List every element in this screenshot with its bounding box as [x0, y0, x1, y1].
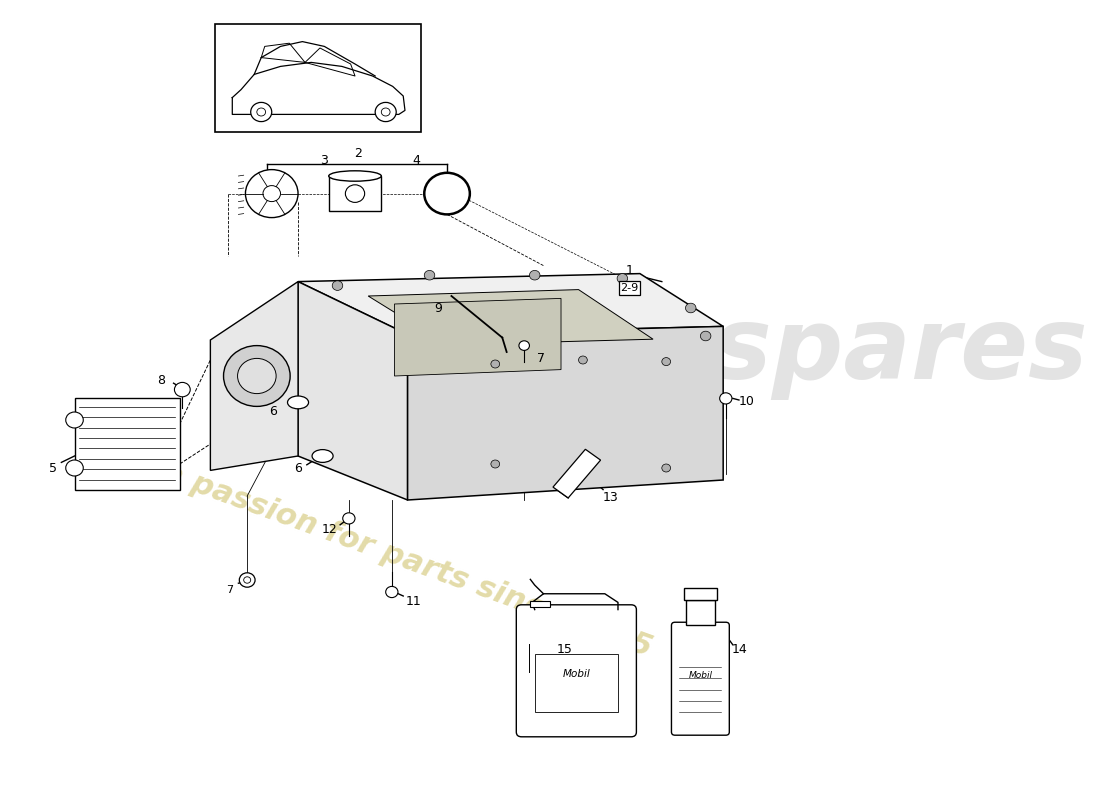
- Ellipse shape: [312, 450, 333, 462]
- Text: 3: 3: [320, 154, 328, 166]
- Text: Mobil: Mobil: [689, 671, 713, 680]
- Text: 2-9: 2-9: [620, 283, 638, 293]
- Polygon shape: [368, 290, 653, 345]
- Text: 15: 15: [557, 643, 572, 656]
- FancyBboxPatch shape: [671, 622, 729, 735]
- Circle shape: [491, 460, 499, 468]
- Text: 7: 7: [537, 352, 544, 365]
- Text: 11: 11: [406, 595, 421, 608]
- Polygon shape: [395, 298, 561, 376]
- Text: 5: 5: [48, 462, 56, 474]
- FancyBboxPatch shape: [75, 398, 179, 490]
- Text: 10: 10: [739, 395, 755, 408]
- Ellipse shape: [329, 170, 382, 182]
- Text: eurospares: eurospares: [455, 303, 1088, 401]
- Circle shape: [519, 341, 529, 350]
- Circle shape: [245, 170, 298, 218]
- FancyBboxPatch shape: [516, 605, 637, 737]
- Circle shape: [425, 173, 470, 214]
- Polygon shape: [408, 326, 723, 500]
- Text: 9: 9: [434, 302, 442, 314]
- Circle shape: [719, 393, 732, 404]
- Circle shape: [617, 274, 628, 283]
- Circle shape: [701, 331, 711, 341]
- FancyBboxPatch shape: [329, 176, 382, 211]
- Circle shape: [425, 270, 435, 280]
- Circle shape: [386, 586, 398, 598]
- Text: 1: 1: [626, 264, 634, 277]
- Circle shape: [375, 102, 396, 122]
- FancyBboxPatch shape: [214, 24, 421, 132]
- Text: 14: 14: [732, 643, 748, 656]
- Circle shape: [332, 281, 343, 290]
- Circle shape: [244, 577, 251, 583]
- Text: 2: 2: [354, 147, 362, 160]
- Circle shape: [662, 358, 671, 366]
- FancyBboxPatch shape: [684, 589, 717, 600]
- Text: 6: 6: [294, 462, 302, 475]
- Text: 7: 7: [227, 585, 233, 594]
- FancyBboxPatch shape: [686, 600, 715, 626]
- Circle shape: [491, 360, 499, 368]
- Circle shape: [345, 185, 365, 202]
- Circle shape: [579, 464, 587, 472]
- FancyBboxPatch shape: [535, 654, 618, 712]
- FancyBboxPatch shape: [530, 601, 550, 607]
- Ellipse shape: [287, 396, 309, 409]
- Circle shape: [685, 303, 696, 313]
- Text: 6: 6: [270, 405, 277, 418]
- Text: 4: 4: [412, 154, 420, 166]
- Polygon shape: [298, 282, 408, 500]
- Polygon shape: [553, 450, 601, 498]
- Text: Mobil: Mobil: [562, 670, 591, 679]
- Text: 12: 12: [321, 523, 338, 536]
- Circle shape: [240, 573, 255, 587]
- Circle shape: [238, 358, 276, 394]
- Circle shape: [263, 186, 280, 202]
- Circle shape: [343, 513, 355, 524]
- Circle shape: [175, 382, 190, 397]
- Circle shape: [529, 270, 540, 280]
- Polygon shape: [210, 282, 298, 470]
- Circle shape: [382, 108, 390, 116]
- Circle shape: [66, 460, 84, 476]
- Circle shape: [662, 464, 671, 472]
- Text: 8: 8: [157, 374, 165, 386]
- Circle shape: [251, 102, 272, 122]
- Text: 13: 13: [603, 491, 619, 504]
- Circle shape: [579, 356, 587, 364]
- Circle shape: [256, 108, 265, 116]
- Polygon shape: [298, 274, 723, 334]
- Circle shape: [66, 412, 84, 428]
- Circle shape: [223, 346, 290, 406]
- Text: a passion for parts since 1985: a passion for parts since 1985: [157, 458, 656, 662]
